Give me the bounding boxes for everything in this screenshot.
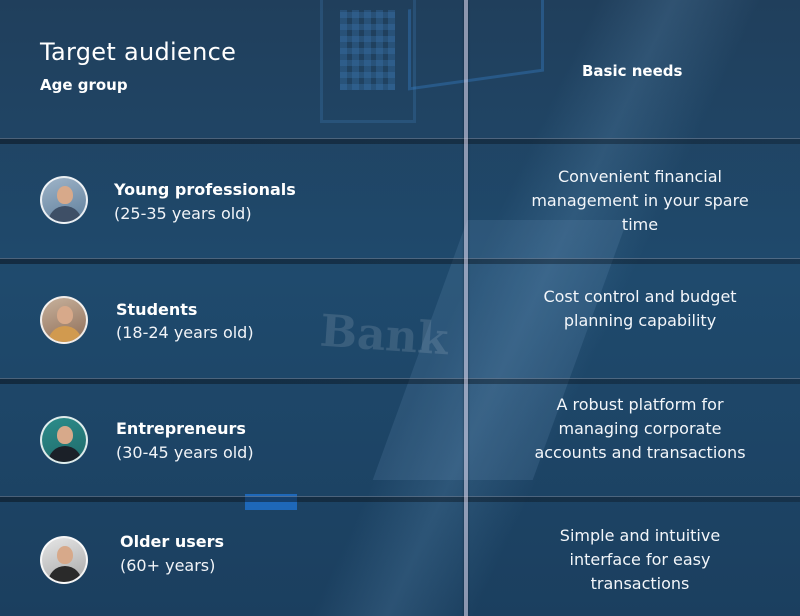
group-age-young-professionals: (25-35 years old) [114,204,252,223]
bank-watermark: Bank [318,305,450,366]
page-title: Target audience [40,38,237,66]
column-divider [464,0,468,616]
qr-code-decoration [340,10,395,90]
entrepreneur-avatar [40,416,88,464]
qr-frame-decoration [320,0,416,123]
older-user-avatar [40,536,88,584]
age-group-header: Age group [40,76,128,94]
student-avatar [40,296,88,344]
group-name-older-users: Older users [120,532,225,551]
need-older-users: Simple and intuitive interface for easy … [559,526,721,593]
need-young-professionals: Convenient financial management in your … [531,167,749,234]
young-professional-avatar [40,176,88,224]
group-name-young-professionals: Young professionals [114,180,296,199]
group-age-entrepreneurs: (30-45 years old) [116,443,254,462]
group-name-students: Students [116,300,198,319]
row-divider [0,138,800,144]
group-name-entrepreneurs: Entrepreneurs [116,419,246,438]
row-divider [0,378,800,384]
need-students: Cost control and budget planning capabil… [543,287,737,330]
basic-needs-header: Basic needs [582,62,683,80]
row-divider [0,496,800,502]
group-age-older-users: (60+ years) [120,556,216,575]
need-entrepreneurs: A robust platform for managing corporate… [534,395,746,462]
group-age-students: (18-24 years old) [116,323,254,342]
row-divider [0,258,800,264]
